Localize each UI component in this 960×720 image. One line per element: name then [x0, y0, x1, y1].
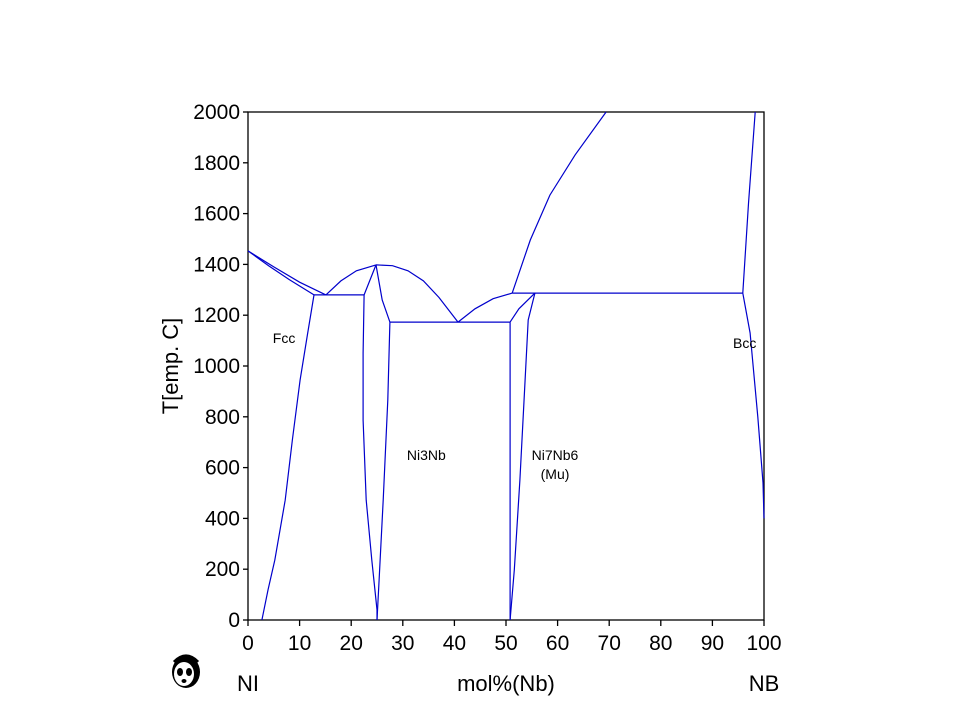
x-right-element-label: NB — [749, 671, 780, 696]
x-tick-label: 30 — [391, 632, 414, 655]
y-tick-label: 2000 — [193, 101, 240, 124]
phase-boundary-ni3nb-left-boundary — [362, 264, 378, 620]
y-axis-label: T[emp. C] — [158, 318, 183, 415]
x-tick-label: 0 — [242, 632, 254, 655]
phase-boundary-fcc-solidus — [247, 250, 315, 296]
region-label-ni3nb: Ni3Nb — [407, 447, 446, 463]
region-label-bcc: Bcc — [733, 335, 756, 351]
x-tick-label: 50 — [494, 632, 517, 655]
x-tick-label: 100 — [746, 632, 781, 655]
phase-boundary-mu-upper-boundary — [509, 292, 536, 323]
phase-boundary-bcc-solidus — [742, 111, 756, 294]
y-tick-label: 1000 — [193, 355, 240, 378]
x-tick-label: 10 — [288, 632, 311, 655]
y-tick-label: 400 — [205, 507, 240, 530]
phase-boundary-ni3nb-liquidus-right — [375, 264, 459, 323]
x-tick-label: 70 — [598, 632, 621, 655]
panda-logo-icon — [172, 654, 200, 688]
phase-boundary-ni3nb-liquidus-left — [325, 264, 377, 296]
y-tick-label: 1200 — [193, 304, 240, 327]
region-label-fcc: Fcc — [273, 330, 296, 346]
phase-boundary-fcc-solvus — [261, 294, 315, 621]
plot-frame — [247, 111, 765, 621]
x-tick-label: 80 — [649, 632, 672, 655]
phase-boundary-ni3nb-right-boundary — [375, 264, 391, 621]
phase-boundary-mu-right-boundary — [509, 292, 536, 621]
x-tick-label: 20 — [340, 632, 363, 655]
x-axis-label: mol%(Nb) — [457, 671, 555, 696]
x-tick-label: 40 — [443, 632, 466, 655]
phase-boundary-bcc-solvus — [742, 292, 765, 519]
y-tick-label: 1600 — [193, 203, 240, 226]
x-left-element-label: NI — [237, 671, 259, 696]
x-tick-label: 60 — [546, 632, 569, 655]
y-tick-label: 600 — [205, 457, 240, 480]
phase-boundary-fcc-liquidus — [247, 250, 327, 296]
y-tick-label: 1400 — [193, 253, 240, 276]
y-tick-label: 1800 — [193, 152, 240, 175]
x-tick-label: 90 — [701, 632, 724, 655]
region-label-mu-1: Ni7Nb6 — [532, 447, 579, 463]
phase-boundary-bcc-liquidus — [511, 111, 607, 294]
phase-boundary-mu-liquidus-left — [457, 292, 513, 323]
region-label-mu-2: (Mu) — [541, 466, 570, 482]
y-tick-label: 0 — [228, 609, 240, 632]
y-tick-label: 800 — [205, 406, 240, 429]
y-tick-label: 200 — [205, 558, 240, 581]
